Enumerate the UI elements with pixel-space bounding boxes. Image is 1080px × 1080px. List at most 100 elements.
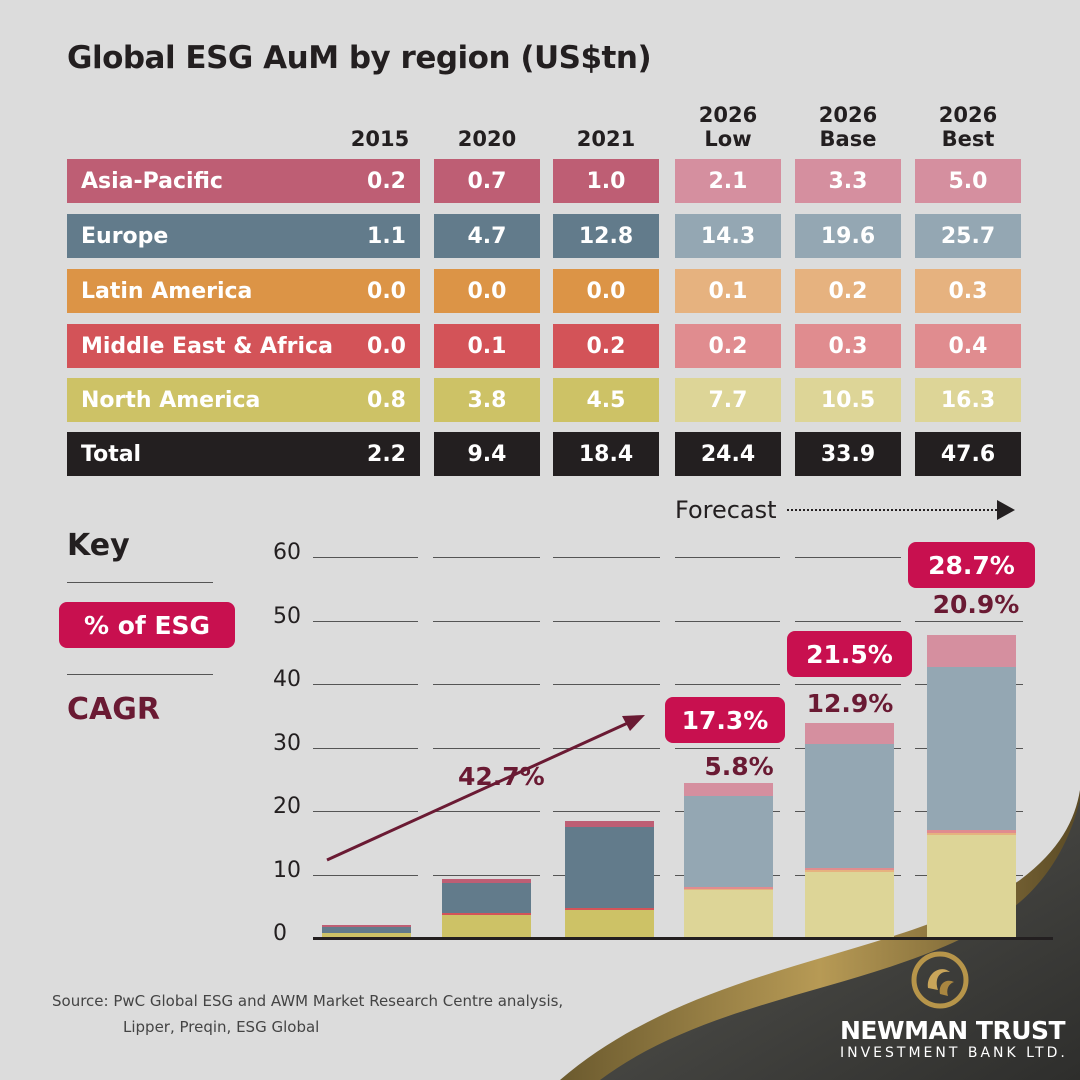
pct-of-esg-badge: 21.5% (787, 631, 912, 677)
bar-segment-middle-east-africa (565, 908, 654, 911)
table-cell: 0.2 (795, 269, 901, 313)
table-row-label: Latin America 0.0 (67, 269, 420, 313)
table-cell: 16.3 (915, 378, 1021, 422)
gridline (433, 811, 540, 812)
gridline (795, 557, 901, 558)
bar-segment-europe (684, 796, 773, 888)
cagr-label: 5.8% (704, 752, 774, 781)
table-cell: 0.0 (367, 333, 406, 359)
y-tick-label: 60 (273, 540, 301, 565)
table-cell: 9.4 (434, 432, 540, 476)
table-row-label: Asia-Pacific 0.2 (67, 159, 420, 203)
bar-segment-latin-america (805, 870, 894, 873)
table-cell: 0.4 (915, 324, 1021, 368)
gridline (675, 620, 780, 622)
bar-segment-europe (927, 666, 1016, 831)
table-row-label: Europe 1.1 (67, 214, 420, 258)
bar-segment-latin-america (927, 832, 1016, 835)
x-axis-baseline (313, 937, 1053, 940)
table-cell: 19.6 (795, 214, 901, 258)
table-cell: 3.8 (434, 378, 540, 422)
table-row-label: North America 0.8 (67, 378, 420, 422)
table-cell: 0.1 (675, 269, 781, 313)
gridline (675, 557, 780, 558)
table-cell: 0.2 (675, 324, 781, 368)
dotted-arrow-icon (786, 509, 997, 511)
cagr-label: 42.7% (458, 762, 545, 791)
table-cell: 12.8 (553, 214, 659, 258)
pct-of-esg-badge: 28.7% (908, 542, 1035, 588)
bar-segment-north-america (805, 871, 894, 938)
bar-segment-europe (442, 883, 531, 914)
gridline (313, 811, 418, 812)
table-cell: 18.4 (553, 432, 659, 476)
bar-segment-asia-pacific (442, 878, 531, 884)
gridline (553, 557, 660, 558)
key-heading: Key (67, 528, 130, 563)
gridline (433, 620, 540, 622)
source-line-1: Source: PwC Global ESG and AWM Market Re… (52, 992, 564, 1010)
gridline (313, 747, 418, 749)
gridline (553, 747, 660, 749)
bar-segment-middle-east-africa (442, 913, 531, 916)
bar-segment-europe (565, 826, 654, 909)
table-cell: 0.8 (367, 387, 406, 413)
table-cell: 47.6 (915, 432, 1021, 476)
region-name: Latin America (81, 278, 253, 304)
table-cell: 0.2 (367, 168, 406, 194)
table-cell: 1.0 (553, 159, 659, 203)
gridline (313, 620, 418, 622)
logo-sub: INVESTMENT BANK LTD. (840, 1045, 1068, 1061)
column-header: 2021 (576, 127, 636, 151)
pct-of-esg-badge: 17.3% (665, 697, 785, 743)
y-tick-label: 0 (273, 921, 287, 946)
logo: NEWMAN TRUST INVESTMENT BANK LTD. (840, 950, 1068, 1061)
table-cell: 0.3 (795, 324, 901, 368)
bar-segment-north-america (322, 932, 411, 938)
forecast-label: Forecast (675, 496, 1015, 524)
table-cell: 3.3 (795, 159, 901, 203)
cagr-label: 12.9% (806, 689, 894, 718)
divider (67, 582, 213, 583)
table-cell: 0.3 (915, 269, 1021, 313)
gridline (675, 684, 780, 685)
gridline (313, 684, 418, 685)
y-tick-label: 20 (273, 794, 301, 819)
gridline (433, 874, 540, 876)
table-cell: 2.1 (675, 159, 781, 203)
bar-segment-europe (805, 743, 894, 869)
gridline (553, 684, 660, 685)
divider (67, 674, 213, 675)
gridline (433, 557, 540, 558)
table-cell: 10.5 (795, 378, 901, 422)
bar-segment-asia-pacific (805, 722, 894, 744)
table-cell: 0.0 (434, 269, 540, 313)
table-cell: 14.3 (675, 214, 781, 258)
column-header: 2020 (457, 127, 517, 151)
region-name: Europe (81, 223, 169, 249)
arrowhead-icon (996, 500, 1015, 520)
gridline (313, 874, 418, 876)
table-cell: 4.5 (553, 378, 659, 422)
bar-segment-asia-pacific (565, 820, 654, 827)
cagr-label: 20.9% (932, 590, 1020, 619)
key-pct-of-esg: % of ESG (59, 602, 235, 648)
bar-segment-asia-pacific (927, 635, 1016, 667)
column-header: 2015 (350, 127, 410, 151)
gridline (795, 684, 901, 685)
region-name: Asia-Pacific (81, 168, 223, 194)
gridline (795, 620, 901, 622)
region-name: Middle East & Africa (81, 333, 333, 359)
column-header: 2026 Low (698, 103, 758, 151)
table-cell: 25.7 (915, 214, 1021, 258)
table-cell: 0.1 (434, 324, 540, 368)
logo-name: NEWMAN TRUST (840, 1016, 1066, 1045)
column-header: 2026 Best (938, 103, 998, 151)
bar-segment-asia-pacific (322, 924, 411, 927)
bar-segment-north-america (927, 834, 1016, 938)
y-tick-label: 10 (273, 857, 301, 883)
bar-segment-middle-east-africa (684, 887, 773, 890)
table-cell: 0.2 (553, 324, 659, 368)
